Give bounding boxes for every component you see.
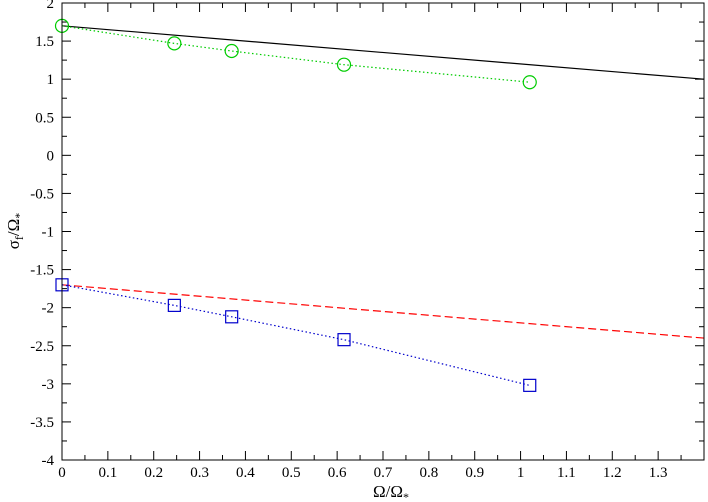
x-tick-label: 1.1 xyxy=(557,465,576,481)
x-tick-label: 0.6 xyxy=(328,465,347,481)
x-axis-title: Ω/Ω* xyxy=(373,482,409,502)
square-point xyxy=(167,298,181,312)
y-tick-label: -2.5 xyxy=(30,339,54,355)
x-tick-label: 1.2 xyxy=(603,465,622,481)
series-line-1 xyxy=(61,25,705,80)
x-tick-label: 0.9 xyxy=(465,465,484,481)
y-tick-label: -0.5 xyxy=(30,186,54,202)
x-tick-label: 1 xyxy=(517,465,525,481)
series-line-3 xyxy=(61,25,530,83)
square-point xyxy=(337,333,351,347)
ticks xyxy=(61,2,705,461)
y-tick-label: -4 xyxy=(42,453,55,469)
y-tick-label: 2 xyxy=(47,0,55,12)
y-tick-label: 0.5 xyxy=(35,110,54,126)
circle-point xyxy=(522,75,537,90)
square-point xyxy=(523,378,537,392)
x-tick-label: 0.4 xyxy=(236,465,255,481)
x-tick-label: 1.3 xyxy=(649,465,668,481)
y-tick-label: -1.5 xyxy=(30,263,54,279)
y-tick-label: -1 xyxy=(42,225,55,241)
x-tick-label: 0.1 xyxy=(98,465,117,481)
series-line-2 xyxy=(61,284,705,339)
y-tick-label: 1.5 xyxy=(35,34,54,50)
y-tick-label: -2 xyxy=(42,301,55,317)
plot-frame xyxy=(61,2,705,461)
circle-point xyxy=(336,57,352,72)
square-point xyxy=(225,310,239,324)
circle-point xyxy=(167,36,182,51)
y-tick-label: -3 xyxy=(42,377,55,393)
y-tick-label: 0 xyxy=(47,148,55,164)
y-tick-label: 1 xyxy=(47,72,55,88)
tick-labels: 0 0.1 0.2 0.3 0.4 0.5 0.6 0.7 0.8 0.9 1 1.1 1.2 1.3 2 1… xyxy=(30,0,667,481)
x-tick-label: 0.5 xyxy=(282,465,301,481)
circle-point xyxy=(224,43,239,59)
x-tick-label: 0.2 xyxy=(144,465,163,481)
series xyxy=(54,18,705,392)
series-line-4 xyxy=(61,284,530,386)
x-tick-label: 0.7 xyxy=(374,465,393,481)
y-axis-title: σf/Ω* xyxy=(4,213,26,250)
x-tick-label: 0.8 xyxy=(419,465,438,481)
y-tick-label: -3.5 xyxy=(30,415,54,431)
x-tick-label: 0 xyxy=(58,465,66,481)
x-tick-label: 0.3 xyxy=(190,465,209,481)
